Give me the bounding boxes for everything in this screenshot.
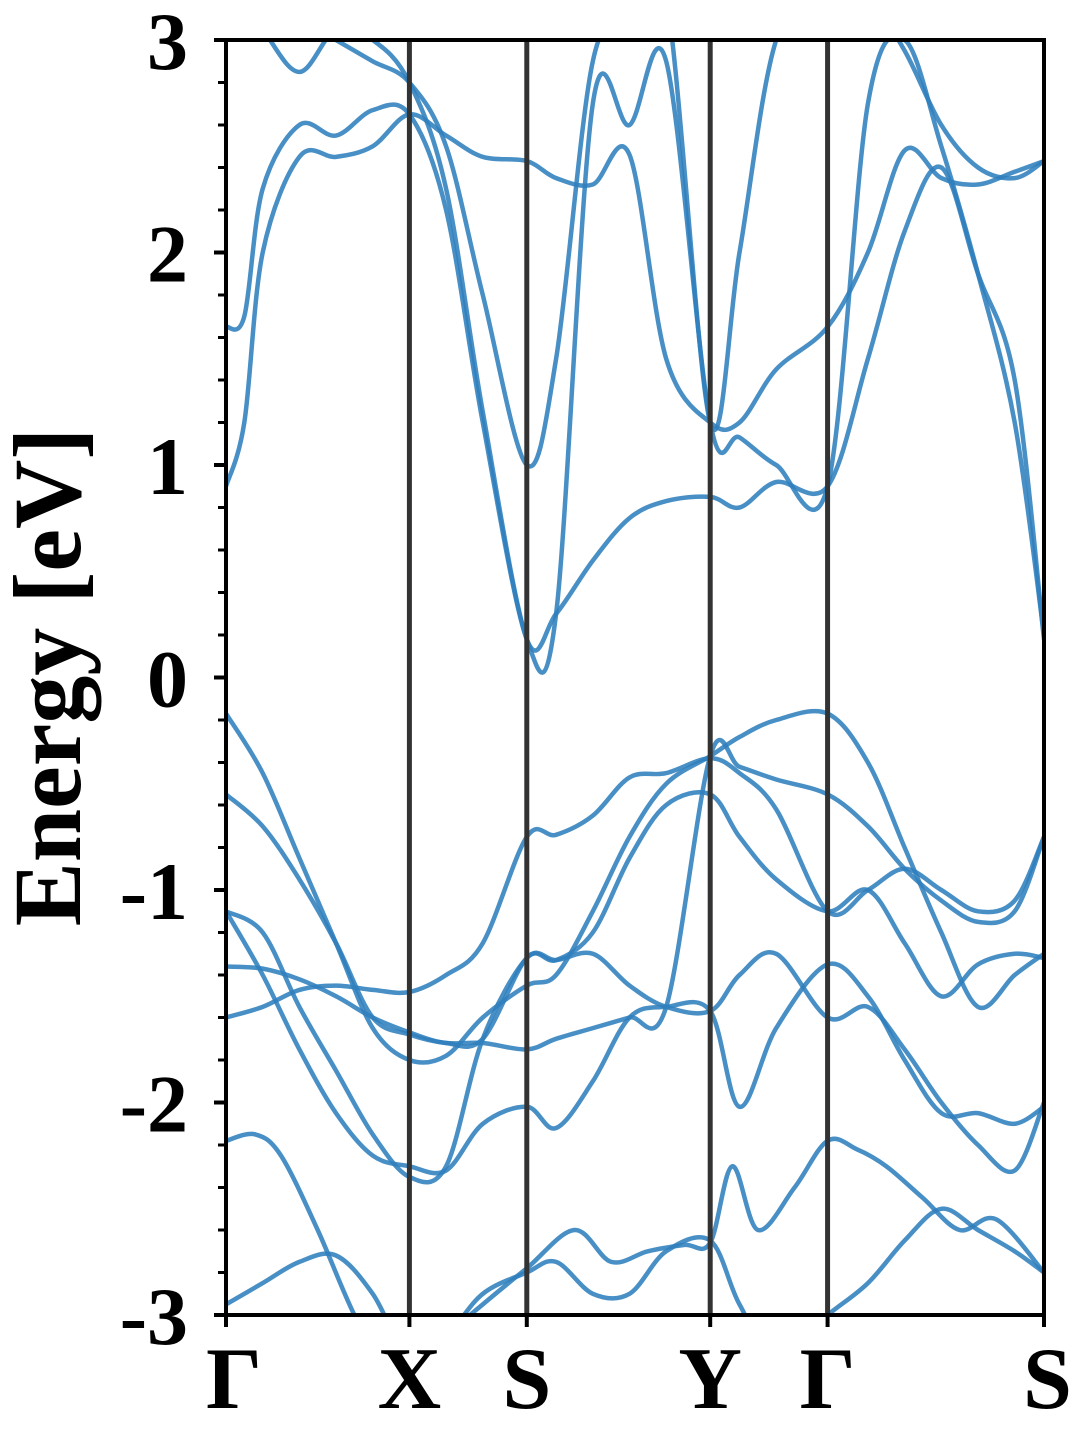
high-symmetry-lines bbox=[406, 40, 831, 1315]
band-line-7 bbox=[226, 737, 1044, 1052]
x-tick-label: X bbox=[378, 1331, 442, 1428]
y-tick-label: -1 bbox=[120, 846, 188, 937]
band-line-3 bbox=[226, 909, 1044, 1176]
band-line-8 bbox=[226, 708, 1044, 1065]
y-tick-label: -2 bbox=[120, 1059, 188, 1150]
y-tick-label: 2 bbox=[147, 209, 188, 300]
band-line-10 bbox=[226, 102, 1044, 653]
band-line-12 bbox=[331, 40, 1044, 469]
y-tick-label: 1 bbox=[147, 421, 188, 512]
y-tick-label: 0 bbox=[147, 634, 188, 725]
x-tick-label: Y bbox=[678, 1331, 742, 1428]
band-line-2 bbox=[226, 1131, 1044, 1315]
y-tick-label: 3 bbox=[147, 0, 188, 87]
band-line-9 bbox=[226, 112, 1044, 489]
y-axis-ticks: -3 -2 -1 0 1 2 3 bbox=[120, 0, 226, 1362]
band-lines bbox=[226, 40, 1044, 1315]
band-line-1 bbox=[226, 1206, 1044, 1315]
x-tick-label: S bbox=[502, 1331, 551, 1428]
band-line-4 bbox=[226, 909, 1044, 1185]
band-line-11 bbox=[267, 40, 1044, 675]
x-tick-label: Γ bbox=[206, 1331, 262, 1428]
x-tick-label: Γ bbox=[800, 1331, 856, 1428]
y-tick-label: -3 bbox=[120, 1271, 188, 1362]
plot-frame bbox=[224, 38, 1046, 1317]
x-tick-label: S bbox=[1023, 1331, 1072, 1428]
y-axis-label: Energy [eV] bbox=[0, 428, 101, 927]
